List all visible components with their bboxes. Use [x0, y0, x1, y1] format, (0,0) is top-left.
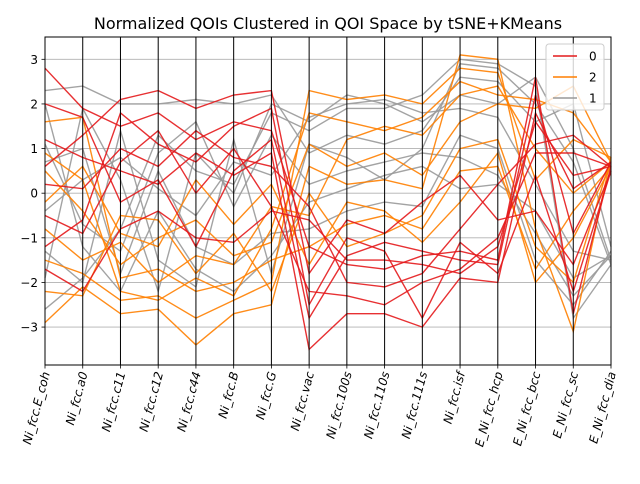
- x-axis-label: E_Ni_fcc_dia: [586, 370, 619, 445]
- x-axis-label: Ni_fcc.c44: [174, 370, 203, 433]
- x-axis-label: Ni_fcc.c12: [137, 370, 166, 433]
- x-axis-label: Ni_fcc.100s: [323, 370, 354, 440]
- legend: 0 2 1: [545, 43, 605, 111]
- x-axis-label: E_Ni_fcc_hcp: [472, 370, 506, 448]
- y-tick-label: −3: [20, 321, 38, 335]
- series-2-line: [44, 151, 612, 284]
- series-2-line: [44, 67, 612, 319]
- series-1-line: [44, 58, 612, 320]
- x-axis-label: E_Ni_fcc_bcc: [510, 370, 543, 448]
- y-tick-label: −1: [20, 231, 38, 245]
- y-tick-label: 2: [30, 97, 38, 111]
- axes-layer: [44, 36, 612, 366]
- x-axis-label: Ni_fcc.E_coh: [20, 370, 53, 446]
- x-axis-label: Ni_fcc.111s: [399, 370, 430, 440]
- series-0-line: [44, 67, 612, 314]
- series-0-line: [44, 107, 612, 320]
- y-tick-label: −2: [20, 276, 38, 290]
- y-tick-label: 1: [30, 142, 38, 156]
- y-tick-label: 0: [30, 187, 38, 201]
- x-axis-label: Ni_fcc.110s: [361, 370, 392, 440]
- series-lines-layer: [44, 54, 612, 351]
- series-1-line: [44, 98, 612, 261]
- x-axis-label: Ni_fcc.isf: [441, 368, 469, 425]
- legend-label-0: 0: [589, 50, 597, 64]
- x-axis-label: E_Ni_fcc_sc: [550, 370, 581, 440]
- x-axis-label: Ni_fcc.vac: [288, 370, 317, 433]
- x-axis-label: Ni_fcc.B: [216, 370, 242, 420]
- x-axis-label: Ni_fcc.G: [253, 370, 279, 421]
- plot-frame: [44, 36, 612, 366]
- chart-title: Normalized QOIs Clustered in QOI Space b…: [94, 14, 562, 33]
- y-tick-label: 3: [30, 53, 38, 67]
- legend-label-2: 2: [589, 71, 597, 85]
- series-2-line: [44, 138, 612, 297]
- x-axis-label: Ni_fcc.c11: [99, 370, 128, 433]
- series-2-line: [44, 85, 612, 266]
- series-0-line: [44, 94, 612, 320]
- series-0-line: [44, 129, 612, 288]
- series-0-line: [44, 110, 612, 351]
- series-2-line: [44, 85, 612, 284]
- x-axis-label: Ni_fcc.a0: [63, 370, 91, 427]
- series-2-line: [44, 54, 612, 346]
- series-1-line: [44, 63, 612, 289]
- series-2-line: [44, 80, 612, 302]
- series-1-line: [44, 76, 612, 247]
- legend-label-1: 1: [589, 92, 597, 106]
- series-1-line: [44, 76, 612, 294]
- series-0-line: [44, 89, 612, 276]
- series-0-line: [44, 129, 612, 306]
- series-0-line: [44, 120, 612, 293]
